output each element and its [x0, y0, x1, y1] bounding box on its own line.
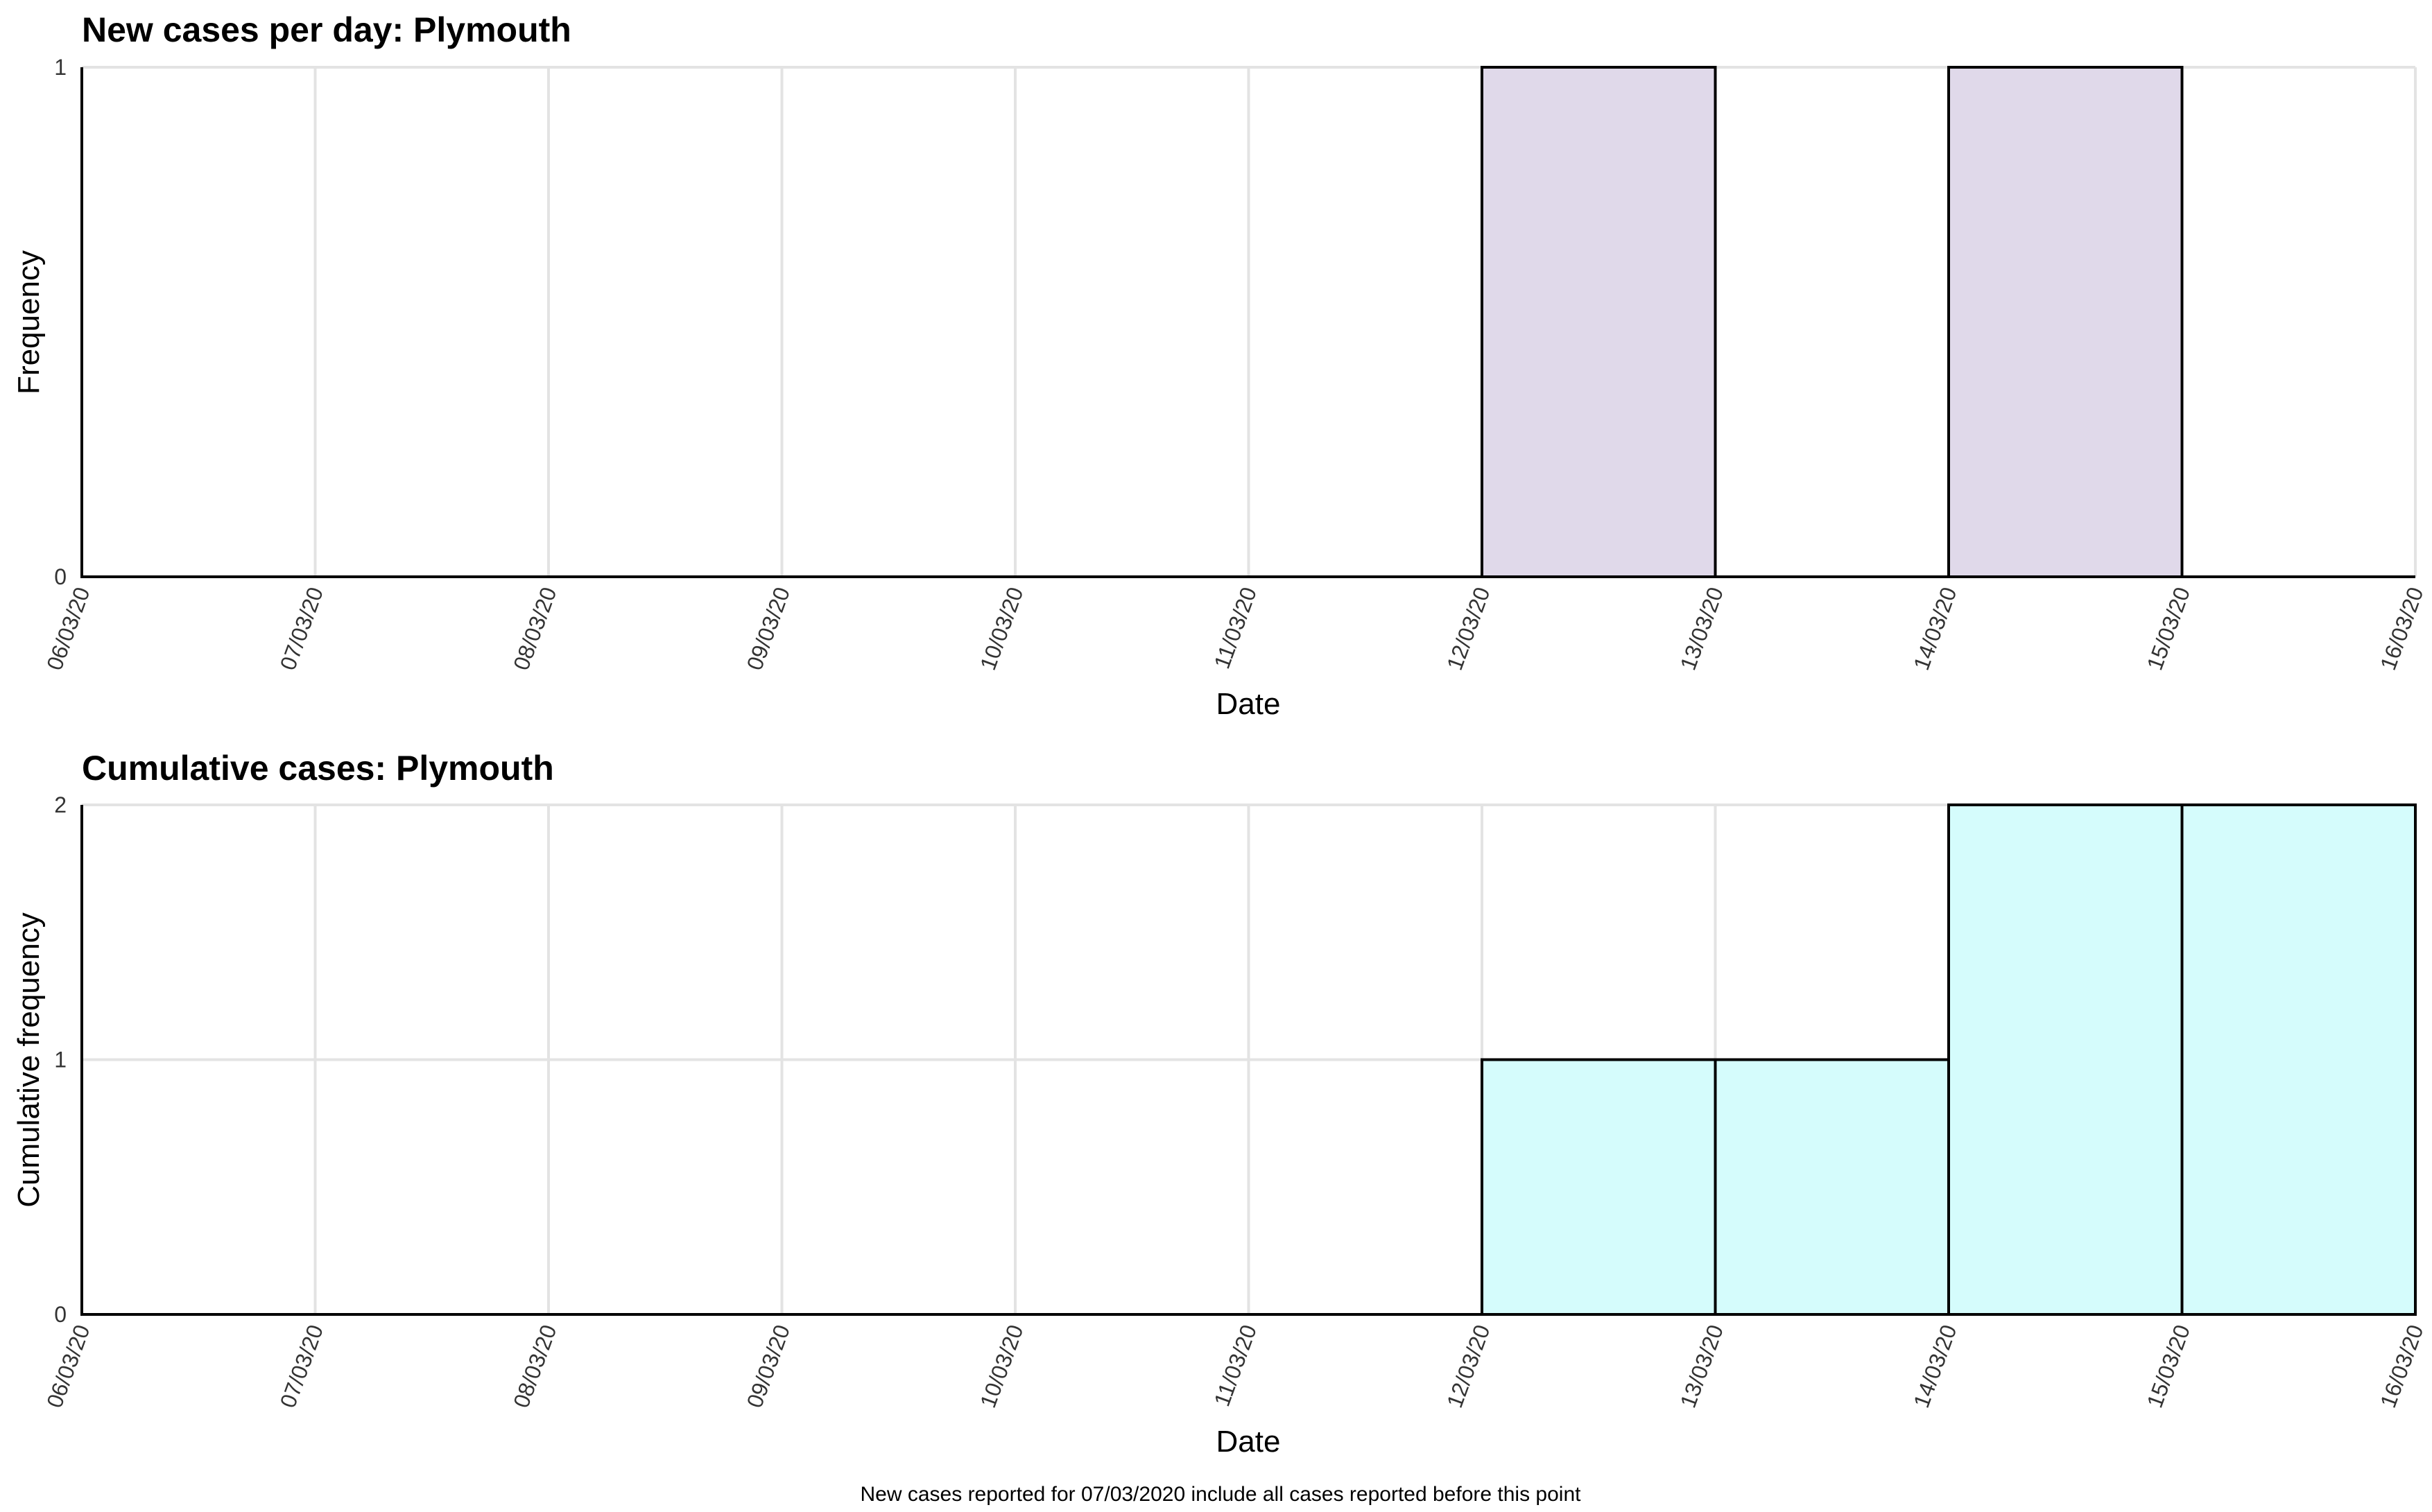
- cumulative-cases-chart: Cumulative cases: Plymouth Cumulative fr…: [12, 749, 2429, 1459]
- x-axis-label: Date: [1216, 687, 1281, 721]
- x-tick-label: 07/03/20: [275, 1321, 328, 1411]
- axes: [80, 805, 2415, 1316]
- x-tick-labels: 06/03/20 07/03/20 08/03/20 09/03/20 10/03/20…: [42, 584, 2428, 673]
- y-axis-label: Cumulative frequency: [12, 912, 46, 1208]
- chart-title: New cases per day: Plymouth: [82, 10, 571, 49]
- x-tick-label: 15/03/20: [2142, 1321, 2195, 1411]
- bar: [1947, 66, 2184, 578]
- y-tick-label: 1: [54, 1048, 67, 1072]
- x-tick-label: 07/03/20: [275, 584, 328, 673]
- x-tick-label: 14/03/20: [1908, 584, 1961, 673]
- footnote: New cases reported for 07/03/2020 includ…: [861, 1483, 1582, 1506]
- x-tick-label: 16/03/20: [2375, 584, 2428, 673]
- x-tick-label: 13/03/20: [1675, 1321, 1728, 1411]
- y-axis-label: Frequency: [12, 250, 46, 394]
- x-tick-label: 16/03/20: [2375, 1321, 2428, 1411]
- bars: [1481, 66, 2184, 578]
- chart-title: Cumulative cases: Plymouth: [82, 749, 554, 788]
- bar: [1714, 1058, 1950, 1316]
- x-tick-label: 12/03/20: [1442, 584, 1494, 673]
- x-tick-label: 12/03/20: [1442, 1321, 1494, 1411]
- bar: [1481, 66, 1717, 578]
- new-cases-chart: New cases per day: Plymouth Frequency Da…: [12, 10, 2429, 721]
- y-tick-label: 0: [54, 1302, 67, 1327]
- bar: [1481, 1058, 1717, 1316]
- x-tick-label: 10/03/20: [975, 584, 1028, 673]
- bar: [2180, 803, 2417, 1316]
- x-tick-label: 11/03/20: [1209, 1321, 1261, 1409]
- y-tick-label: 2: [54, 792, 67, 817]
- y-tick-labels: 01: [54, 55, 67, 589]
- x-axis-label: Date: [1216, 1425, 1281, 1459]
- x-tick-label: 15/03/20: [2142, 584, 2195, 673]
- x-tick-label: 09/03/20: [742, 1321, 795, 1411]
- x-tick-label: 14/03/20: [1908, 1321, 1961, 1411]
- x-tick-label: 09/03/20: [742, 584, 795, 673]
- y-tick-label: 1: [54, 55, 67, 80]
- x-tick-label: 08/03/20: [508, 1321, 561, 1411]
- x-tick-label: 08/03/20: [508, 584, 561, 673]
- x-tick-label: 06/03/20: [42, 1321, 94, 1411]
- x-tick-labels: 06/03/20 07/03/20 08/03/20 09/03/20 10/03/20…: [42, 1321, 2428, 1411]
- y-tick-labels: 0 1 2: [54, 792, 67, 1327]
- y-tick-label: 0: [54, 564, 67, 589]
- x-tick-label: 11/03/20: [1209, 584, 1261, 672]
- x-tick-label: 13/03/20: [1675, 584, 1728, 673]
- x-tick-label: 10/03/20: [975, 1321, 1028, 1411]
- axes: [80, 67, 2415, 578]
- bars: [1481, 803, 2417, 1316]
- bar: [1947, 803, 2184, 1316]
- x-tick-label: 06/03/20: [42, 584, 94, 673]
